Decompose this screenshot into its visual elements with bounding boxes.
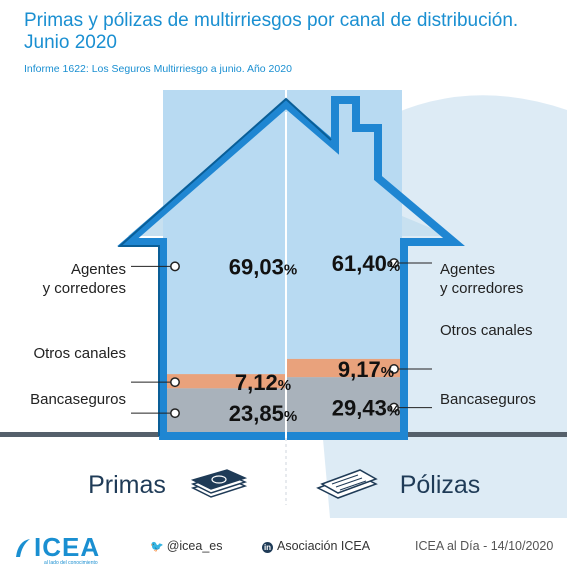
- right-label-otros: Otros canales: [440, 322, 533, 339]
- right-label-banca: Bancaseguros: [440, 391, 536, 408]
- right-label-agentes-line2: y corredores: [440, 280, 523, 297]
- value-label-otros-primas: 7,12%: [131, 370, 291, 395]
- value-number: 23,85: [229, 401, 284, 426]
- value-label-agentes-polizas: 61,40%: [332, 251, 432, 276]
- page-title: Primas y pólizas de multirriesgos por ca…: [24, 10, 519, 53]
- footer: ICEA al lado del conocimiento 🐦 @icea_es …: [0, 518, 567, 567]
- value-text: 23,85%: [229, 401, 297, 426]
- bar-agentes-polizas: [287, 90, 402, 359]
- bar-agentes-primas: [163, 90, 285, 375]
- category-label-primas: Primas: [88, 471, 166, 499]
- value-percent: %: [284, 261, 297, 278]
- linkedin-text: Asociación ICEA: [277, 539, 371, 553]
- value-label-banca-primas: 23,85%: [131, 401, 297, 426]
- bar-otros-primas: [163, 374, 285, 389]
- bar-banca-polizas: [287, 377, 402, 436]
- documents-icon: [316, 469, 378, 499]
- linkedin-link[interactable]: in Asociación ICEA: [262, 539, 370, 553]
- logo-tagline: al lado del conocimiento: [44, 560, 98, 566]
- house-chart: Agentes y corredores Otros canales Banca…: [0, 90, 567, 518]
- value-number: 9,17: [338, 357, 381, 382]
- category-label-polizas: Pólizas: [400, 471, 481, 499]
- value-number: 61,40: [332, 251, 387, 276]
- value-text: 7,12%: [235, 370, 291, 395]
- twitter-handle[interactable]: 🐦 @icea_es: [150, 539, 222, 553]
- house-outline-inner: [117, 97, 332, 436]
- value-text: 29,43%: [332, 396, 400, 421]
- house-outline: [117, 96, 465, 440]
- label-dot: [389, 364, 399, 374]
- value-percent: %: [387, 403, 400, 420]
- value-number: 69,03: [229, 254, 284, 279]
- value-text: 69,03%: [229, 254, 297, 279]
- ground-line: [0, 432, 160, 437]
- value-percent: %: [278, 377, 291, 394]
- left-label-otros: Otros canales: [33, 345, 126, 362]
- money-stack-icon: [190, 469, 248, 498]
- value-number: 29,43: [332, 396, 387, 421]
- label-dot: [389, 258, 399, 268]
- page-subtitle: Informe 1622: Los Seguros Multirriesgo a…: [24, 63, 292, 75]
- value-text: 9,17%: [338, 357, 394, 382]
- value-percent: %: [387, 258, 400, 275]
- icea-logo-icon: [16, 539, 30, 557]
- footer-date: ICEA al Día - 14/10/2020: [415, 539, 554, 553]
- twitter-text: @icea_es: [166, 539, 223, 553]
- value-text: 61,40%: [332, 251, 400, 276]
- linkedin-icon: in: [262, 542, 273, 553]
- bar-otros-polizas: [287, 358, 402, 378]
- logo-text: ICEA: [34, 532, 101, 562]
- twitter-icon: 🐦: [150, 541, 164, 553]
- value-label-banca-polizas: 29,43%: [332, 396, 432, 421]
- value-percent: %: [381, 364, 394, 381]
- label-dot: [170, 408, 180, 419]
- ground-line: [406, 432, 567, 437]
- label-dot: [389, 402, 399, 413]
- value-label-otros-polizas: 9,17%: [338, 357, 432, 382]
- right-label-agentes-line1: Agentes: [440, 261, 495, 278]
- left-label-agentes-line1: Agentes: [71, 261, 126, 278]
- label-dot: [170, 261, 180, 272]
- bar-banca-primas: [163, 388, 285, 436]
- value-number: 7,12: [235, 370, 278, 395]
- label-dot: [170, 377, 180, 388]
- value-label-agentes-primas: 69,03%: [131, 254, 297, 279]
- left-label-agentes-line2: y corredores: [43, 280, 126, 297]
- icea-logo: ICEA: [14, 532, 100, 563]
- value-percent: %: [284, 408, 297, 425]
- left-label-banca: Bancaseguros: [30, 391, 126, 408]
